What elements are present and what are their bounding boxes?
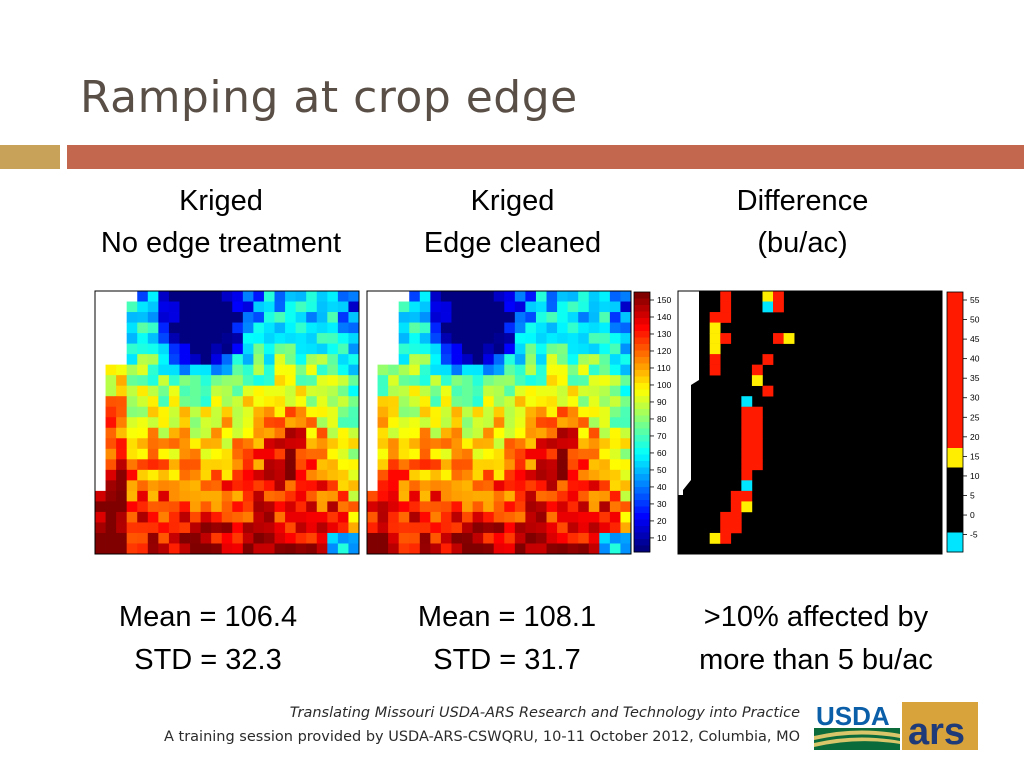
accent-bar-right — [67, 145, 1024, 169]
legend-tick-label: -5 — [970, 530, 978, 540]
legend-tick-label: 15 — [970, 451, 980, 461]
ars-logo-background — [902, 702, 978, 750]
legend-tick-label: 35 — [970, 373, 980, 383]
legend-tick-label: 130 — [657, 329, 671, 339]
panel-1-mean: Mean = 106.4 — [118, 601, 298, 633]
panel-1-heading-line2: No edge treatment — [100, 227, 342, 259]
legend-tick-label: 25 — [970, 412, 980, 422]
legend-tick-label: 30 — [970, 393, 980, 403]
footer-session-info: A training session provided by USDA-ARS-… — [163, 729, 800, 745]
usda-logo-text: USDA — [816, 701, 890, 731]
legend-tick-label: 30 — [657, 499, 667, 509]
legend-tick-label: 70 — [657, 431, 667, 441]
legend-tick-label: 110 — [657, 363, 671, 373]
panel-1-stats: Mean = 106.4 STD = 32.3 — [80, 596, 336, 682]
legend-tick-label: 20 — [970, 432, 980, 442]
legend-tick-label: 50 — [970, 315, 980, 325]
legend-tick-label: 0 — [970, 510, 975, 520]
panel-3-affected-line1: >10% affected by — [703, 601, 929, 633]
panel-2-mean: Mean = 108.1 — [417, 601, 597, 633]
legend-tick-label: 5 — [970, 490, 975, 500]
legend-tick-label: 20 — [657, 516, 667, 526]
legend-tick-label: 140 — [657, 312, 671, 322]
panel-2-stats: Mean = 108.1 STD = 31.7 — [380, 596, 634, 682]
ars-logo-text: ars — [908, 711, 965, 752]
panel-2-heading-line1: Kriged — [470, 185, 555, 217]
panel-1-heading-line1: Kriged — [179, 185, 263, 217]
legend-tick-label: 10 — [657, 533, 667, 543]
legend-tick-label: 60 — [657, 448, 667, 458]
panel-3-affected-line2: more than 5 bu/ac — [699, 644, 933, 676]
legend-tick-label: 50 — [657, 465, 667, 475]
panel-1-heading: Kriged No edge treatment — [80, 180, 362, 264]
legend-tick-label: 150 — [657, 295, 671, 305]
slide-title: Ramping at crop edge — [80, 72, 578, 123]
legend-tick-label: 10 — [970, 471, 980, 481]
panel-3-heading: Difference (bu/ac) — [680, 180, 925, 264]
panel-3-heading-line1: Difference — [736, 185, 869, 217]
yield-color-legend: 150 140 130 120 110 100 90 80 70 60 50 40 30 20 10 — [633, 291, 671, 553]
legend-tick-label: 45 — [970, 334, 980, 344]
legend-tick-label: 120 — [657, 346, 671, 356]
legend-tick-label: 40 — [970, 354, 980, 364]
footer-tagline: Translating Missouri USDA-ARS Research a… — [289, 705, 800, 721]
yield-map-edge-cleaned — [366, 290, 632, 555]
yield-map-no-edge-treatment — [94, 290, 360, 555]
legend-tick-label: 100 — [657, 380, 671, 390]
usda-ars-logo: USDA ars — [812, 700, 980, 752]
panel-1-std: STD = 32.3 — [134, 644, 282, 676]
difference-map — [677, 290, 943, 555]
legend-tick-label: 80 — [657, 414, 667, 424]
legend-tick-label: 40 — [657, 482, 667, 492]
legend-tick-label: 90 — [657, 397, 667, 407]
legend-tick-label: 55 — [970, 295, 980, 305]
panel-2-std: STD = 31.7 — [433, 644, 581, 676]
panel-2-heading: Kriged Edge cleaned — [380, 180, 645, 264]
panel-3-stats: >10% affected by more than 5 bu/ac — [668, 596, 964, 682]
panel-2-heading-line2: Edge cleaned — [423, 227, 602, 259]
accent-bar-left — [0, 145, 60, 169]
panel-3-heading-line2: (bu/ac) — [757, 227, 848, 259]
